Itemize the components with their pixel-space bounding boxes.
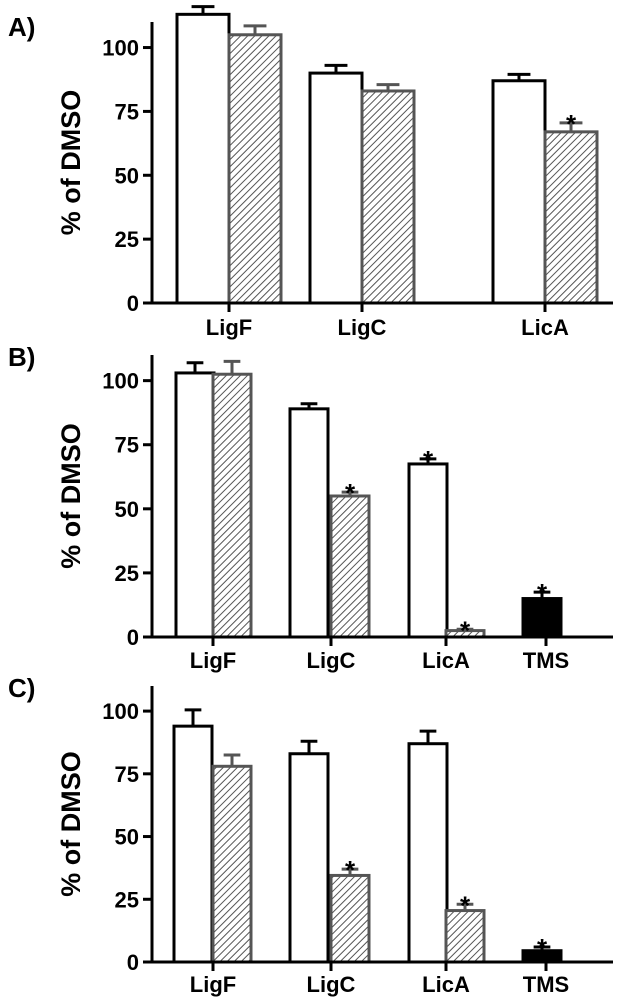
y-tick-label: 0 (127, 625, 139, 650)
significance-star: * (566, 109, 577, 139)
x-tick-label-ligc: LigC (307, 972, 356, 997)
panel-label: A) (8, 12, 35, 42)
y-tick-label: 75 (115, 762, 139, 787)
y-tick-label: 25 (115, 887, 139, 912)
chart-panel-1: A) % of DMSO * 0 25 50 75 100 LigF LigC LicA (8, 5, 613, 340)
bar-solid-tms (521, 597, 563, 639)
bar-hatched-ligf (211, 372, 253, 639)
bar-open-ligc (288, 407, 330, 639)
bar-hatched-ligc (329, 873, 371, 964)
bar-open-ligf (174, 371, 216, 639)
significance-star: * (345, 478, 356, 508)
bar-hatched-lica (543, 130, 599, 305)
y-axis-label: % of DMSO (56, 90, 86, 236)
charts-root: A) % of DMSO * 0 25 50 75 100 LigF LigC LicA B) % of… (8, 5, 613, 997)
bar-open-lica (407, 462, 449, 639)
bar-hatched-ligc (360, 89, 416, 305)
y-axis-label: % of DMSO (56, 423, 86, 569)
y-tick-label: 0 (127, 291, 139, 316)
y-tick-label: 50 (115, 497, 139, 522)
y-axis-label: % of DMSO (56, 751, 86, 897)
x-tick-label-lica: LicA (422, 972, 470, 997)
bar-open-ligf (175, 12, 231, 305)
y-tick-label: 100 (102, 699, 139, 724)
x-tick-label-ligc: LigC (338, 315, 387, 340)
x-tick-label-ligf: LigF (190, 972, 236, 997)
y-tick-label: 100 (102, 36, 139, 61)
y-tick-label: 50 (115, 163, 139, 188)
y-tick-label: 50 (115, 825, 139, 850)
significance-star: * (537, 578, 548, 608)
y-tick-label: 25 (115, 227, 139, 252)
x-tick-label-ligf: LigF (206, 315, 252, 340)
y-tick-label: 75 (115, 433, 139, 458)
bar-open-lica (407, 742, 449, 964)
bar-hatched-ligc (329, 494, 371, 639)
y-tick-label: 0 (127, 950, 139, 975)
significance-star: * (345, 855, 356, 885)
bar-open-ligc (288, 752, 330, 964)
bar-open-lica (491, 79, 547, 305)
y-tick-label: 75 (115, 99, 139, 124)
y-tick-label: 100 (102, 369, 139, 394)
significance-star: * (423, 445, 434, 475)
x-tick-label-ligc: LigC (307, 648, 356, 673)
bar-hatched-ligf (227, 33, 283, 305)
chart-panel-2: B) % of DMSO * * * * 0 25 50 75 100 LigF LigC LicA TMS (8, 342, 613, 673)
x-tick-label-lica: LicA (422, 648, 470, 673)
bar-open-ligc (308, 71, 364, 305)
bar-open-ligf (172, 724, 214, 964)
bar-hatched-ligf (211, 764, 253, 964)
x-tick-label-lica: LicA (521, 315, 569, 340)
bar-hatched-lica (444, 909, 486, 964)
panel-label: B) (8, 342, 35, 372)
significance-star: * (460, 615, 471, 645)
panel-label: C) (8, 673, 35, 703)
chart-panel-3: C) % of DMSO * * * 0 25 50 75 100 LigF LigC LicA TMS (8, 673, 613, 997)
x-tick-label-ligf: LigF (190, 648, 236, 673)
x-tick-label-tms: TMS (523, 972, 569, 997)
significance-star: * (460, 890, 471, 920)
significance-star: * (537, 933, 548, 963)
y-tick-label: 25 (115, 561, 139, 586)
x-tick-label-tms: TMS (523, 648, 569, 673)
